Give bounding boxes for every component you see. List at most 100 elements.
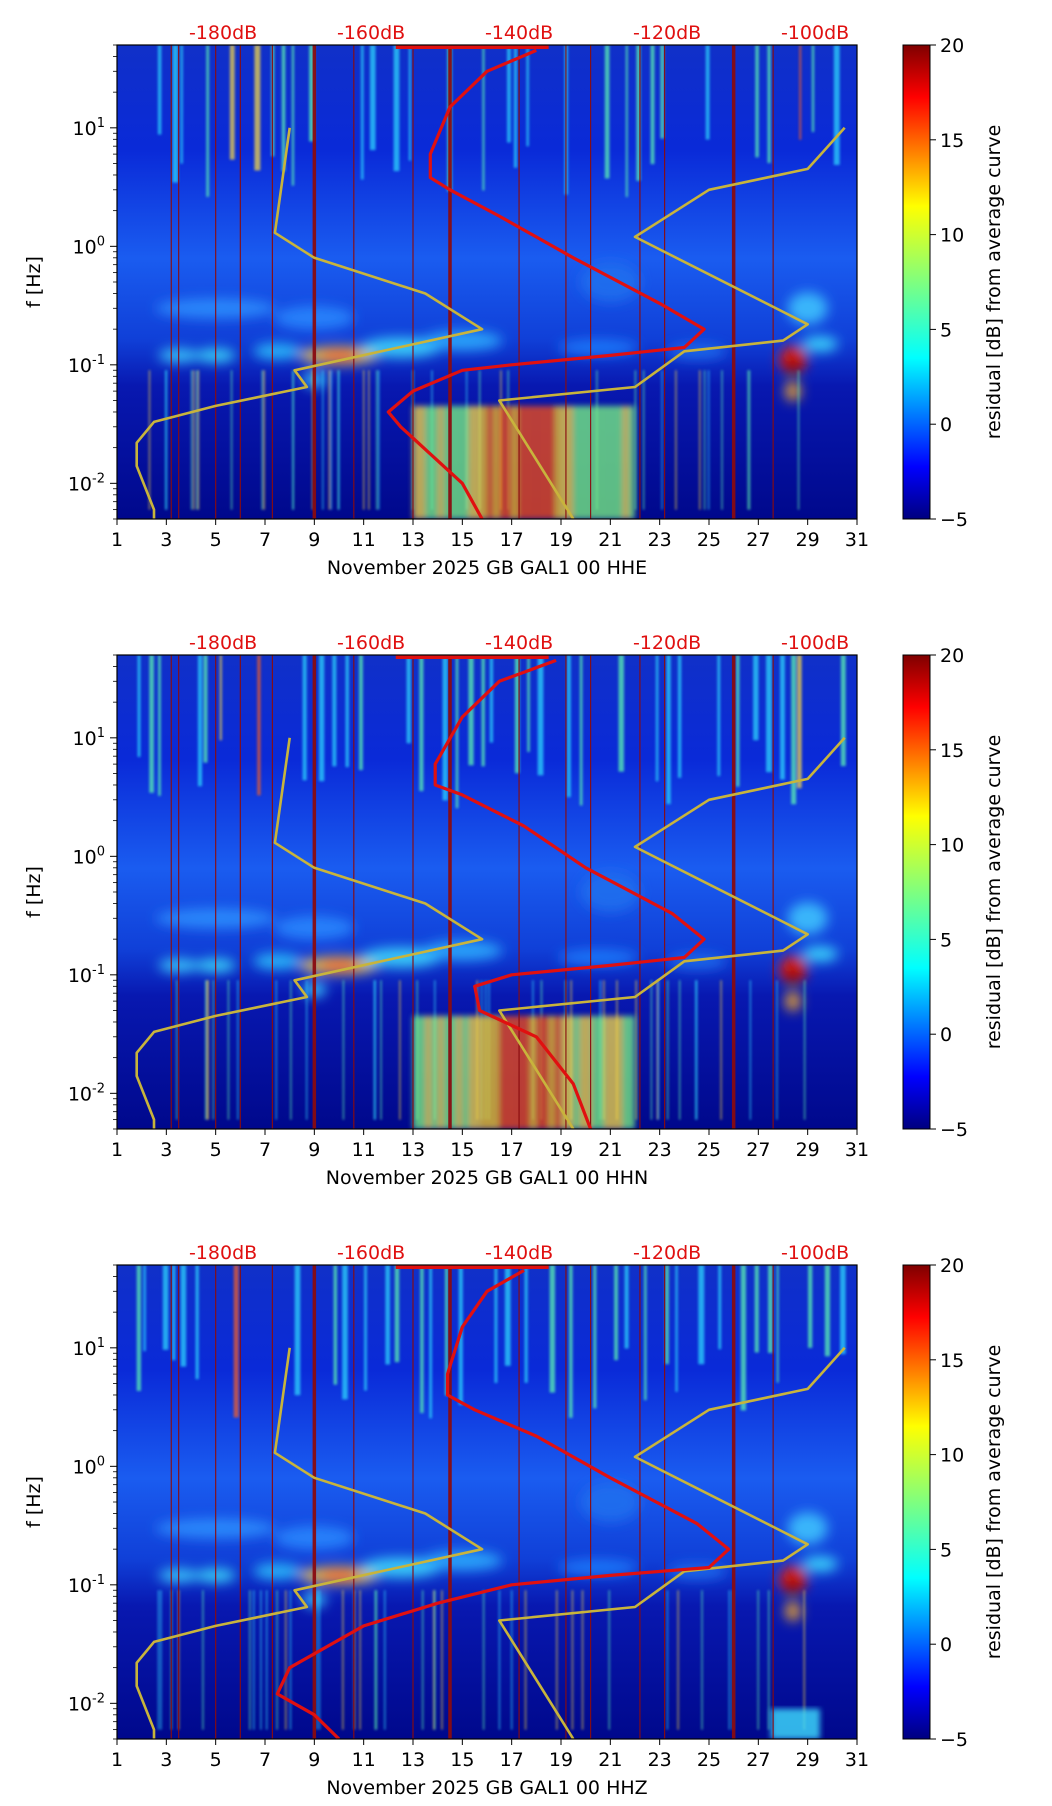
- low-freq-streak: [285, 1590, 287, 1730]
- low-frequency-cell: [573, 405, 580, 519]
- transient-streak: [636, 45, 641, 181]
- low-frequency-cell: [585, 1015, 592, 1129]
- energy-blob: [422, 330, 503, 351]
- low-freq-streak: [316, 1590, 318, 1730]
- low-freq-streak: [748, 370, 751, 510]
- average-psd-curve: [386, 48, 706, 519]
- gap-lines: [170, 655, 774, 1129]
- transient-streak: [644, 1265, 647, 1401]
- x-tick-label: 7: [259, 1749, 271, 1771]
- x-tick-label: 15: [450, 1139, 474, 1161]
- colorbar-label: residual [dB] from average curve: [983, 1345, 1005, 1660]
- transient-streak: [755, 45, 759, 158]
- x-tick-label: 5: [210, 1749, 222, 1771]
- energy-blob: [580, 1482, 641, 1522]
- y-tick-label: 101: [73, 726, 105, 750]
- transient-streak: [333, 1265, 338, 1385]
- energy-blob: [802, 335, 838, 352]
- transient-streak: [157, 45, 162, 135]
- low-freq-streak: [695, 980, 697, 1120]
- transient-streak: [229, 45, 235, 160]
- transient-streak: [294, 1265, 301, 1396]
- transient-streak: [797, 655, 802, 789]
- colorbar-tick-label: 5: [940, 319, 952, 341]
- transient-streak: [393, 45, 400, 172]
- low-frequency-cell: [604, 405, 611, 519]
- low-freq-streak: [556, 1590, 558, 1730]
- x-tick-label: 27: [746, 1139, 770, 1161]
- transient-streak: [420, 1265, 424, 1414]
- low-frequency-cell: [493, 1015, 500, 1129]
- low-freq-streak: [249, 1590, 251, 1730]
- x-tick-label: 31: [845, 1749, 869, 1771]
- x-tick-label: 27: [746, 529, 770, 551]
- low-frequency-cell: [598, 405, 604, 519]
- transient-streak: [195, 1265, 199, 1380]
- transient-streak: [504, 1265, 511, 1366]
- noise-model-curve: [498, 736, 846, 1129]
- low-frequency-cell: [585, 405, 592, 519]
- colorbar: [902, 1264, 931, 1740]
- low-frequency-cell: [425, 405, 432, 519]
- energy-blob: [784, 356, 801, 373]
- transient-streak: [444, 1265, 449, 1396]
- transient-streaks: [136, 1265, 846, 1730]
- energy-blob: [558, 339, 638, 356]
- x-tick-label: 31: [845, 1139, 869, 1161]
- low-frequency-cell: [524, 1015, 530, 1129]
- transient-streak: [807, 1265, 813, 1348]
- db-scale-label: -160dB: [337, 1242, 405, 1264]
- transient-streak: [203, 655, 208, 763]
- low-freq-streak: [148, 370, 151, 510]
- db-scale-label: -100dB: [781, 632, 849, 654]
- transient-streak: [233, 1265, 239, 1418]
- energy-blob: [422, 1550, 503, 1571]
- low-frequency-cell: [616, 1015, 623, 1129]
- low-frequency-cell: [579, 405, 586, 519]
- low-freq-streak: [797, 370, 800, 510]
- low-freq-streak: [276, 1590, 278, 1730]
- x-axis-label: November 2025 GB GAL1 00 HHZ: [326, 1777, 647, 1799]
- low-frequency-cell: [567, 1015, 574, 1129]
- low-freq-streak: [290, 980, 292, 1120]
- db-scale-label: -120dB: [633, 22, 701, 44]
- colorbar-tick-label: 5: [940, 1539, 952, 1561]
- x-tick-label: 11: [352, 1749, 376, 1771]
- transient-streak: [840, 1265, 846, 1355]
- energy-blob: [802, 945, 838, 962]
- low-freq-streak: [305, 980, 308, 1120]
- low-frequency-cell: [450, 1015, 456, 1129]
- low-frequency-cell: [468, 405, 475, 519]
- low-freq-streak: [482, 1590, 485, 1730]
- transient-streak: [799, 45, 802, 140]
- low-frequency-cell: [437, 1015, 444, 1129]
- y-axis-label: f [Hz]: [23, 1476, 45, 1528]
- gap-lines: [170, 1265, 774, 1739]
- transient-streak: [833, 45, 840, 165]
- energy-blob: [253, 343, 302, 360]
- transient-streak: [537, 655, 544, 776]
- transient-streak: [481, 655, 485, 767]
- low-frequency-cell: [542, 405, 549, 519]
- transient-streak: [780, 655, 785, 780]
- db-scale-label: -100dB: [781, 1242, 849, 1264]
- x-tick-label: 25: [697, 1139, 721, 1161]
- energy-blob: [784, 966, 801, 983]
- y-tick-exponent: -2: [92, 1081, 105, 1096]
- db-scale-label: -120dB: [633, 1242, 701, 1264]
- transient-streak: [767, 45, 771, 164]
- y-tick-label: 10-1: [68, 353, 105, 377]
- transient-streak: [489, 655, 494, 743]
- transient-streak: [624, 1265, 629, 1349]
- low-freq-streak: [661, 370, 663, 510]
- transient-streak: [342, 1265, 348, 1400]
- transient-streak: [158, 655, 161, 796]
- low-frequency-cell: [591, 405, 598, 519]
- low-freq-streak: [328, 370, 331, 510]
- x-axis-label: November 2025 GB GAL1 00 HHN: [326, 1167, 649, 1189]
- transient-streak: [291, 45, 295, 186]
- transient-streak: [549, 1265, 556, 1393]
- y-tick-base: 10: [73, 846, 97, 868]
- low-freq-streak: [375, 1590, 378, 1730]
- y-axis-label: f [Hz]: [23, 256, 45, 308]
